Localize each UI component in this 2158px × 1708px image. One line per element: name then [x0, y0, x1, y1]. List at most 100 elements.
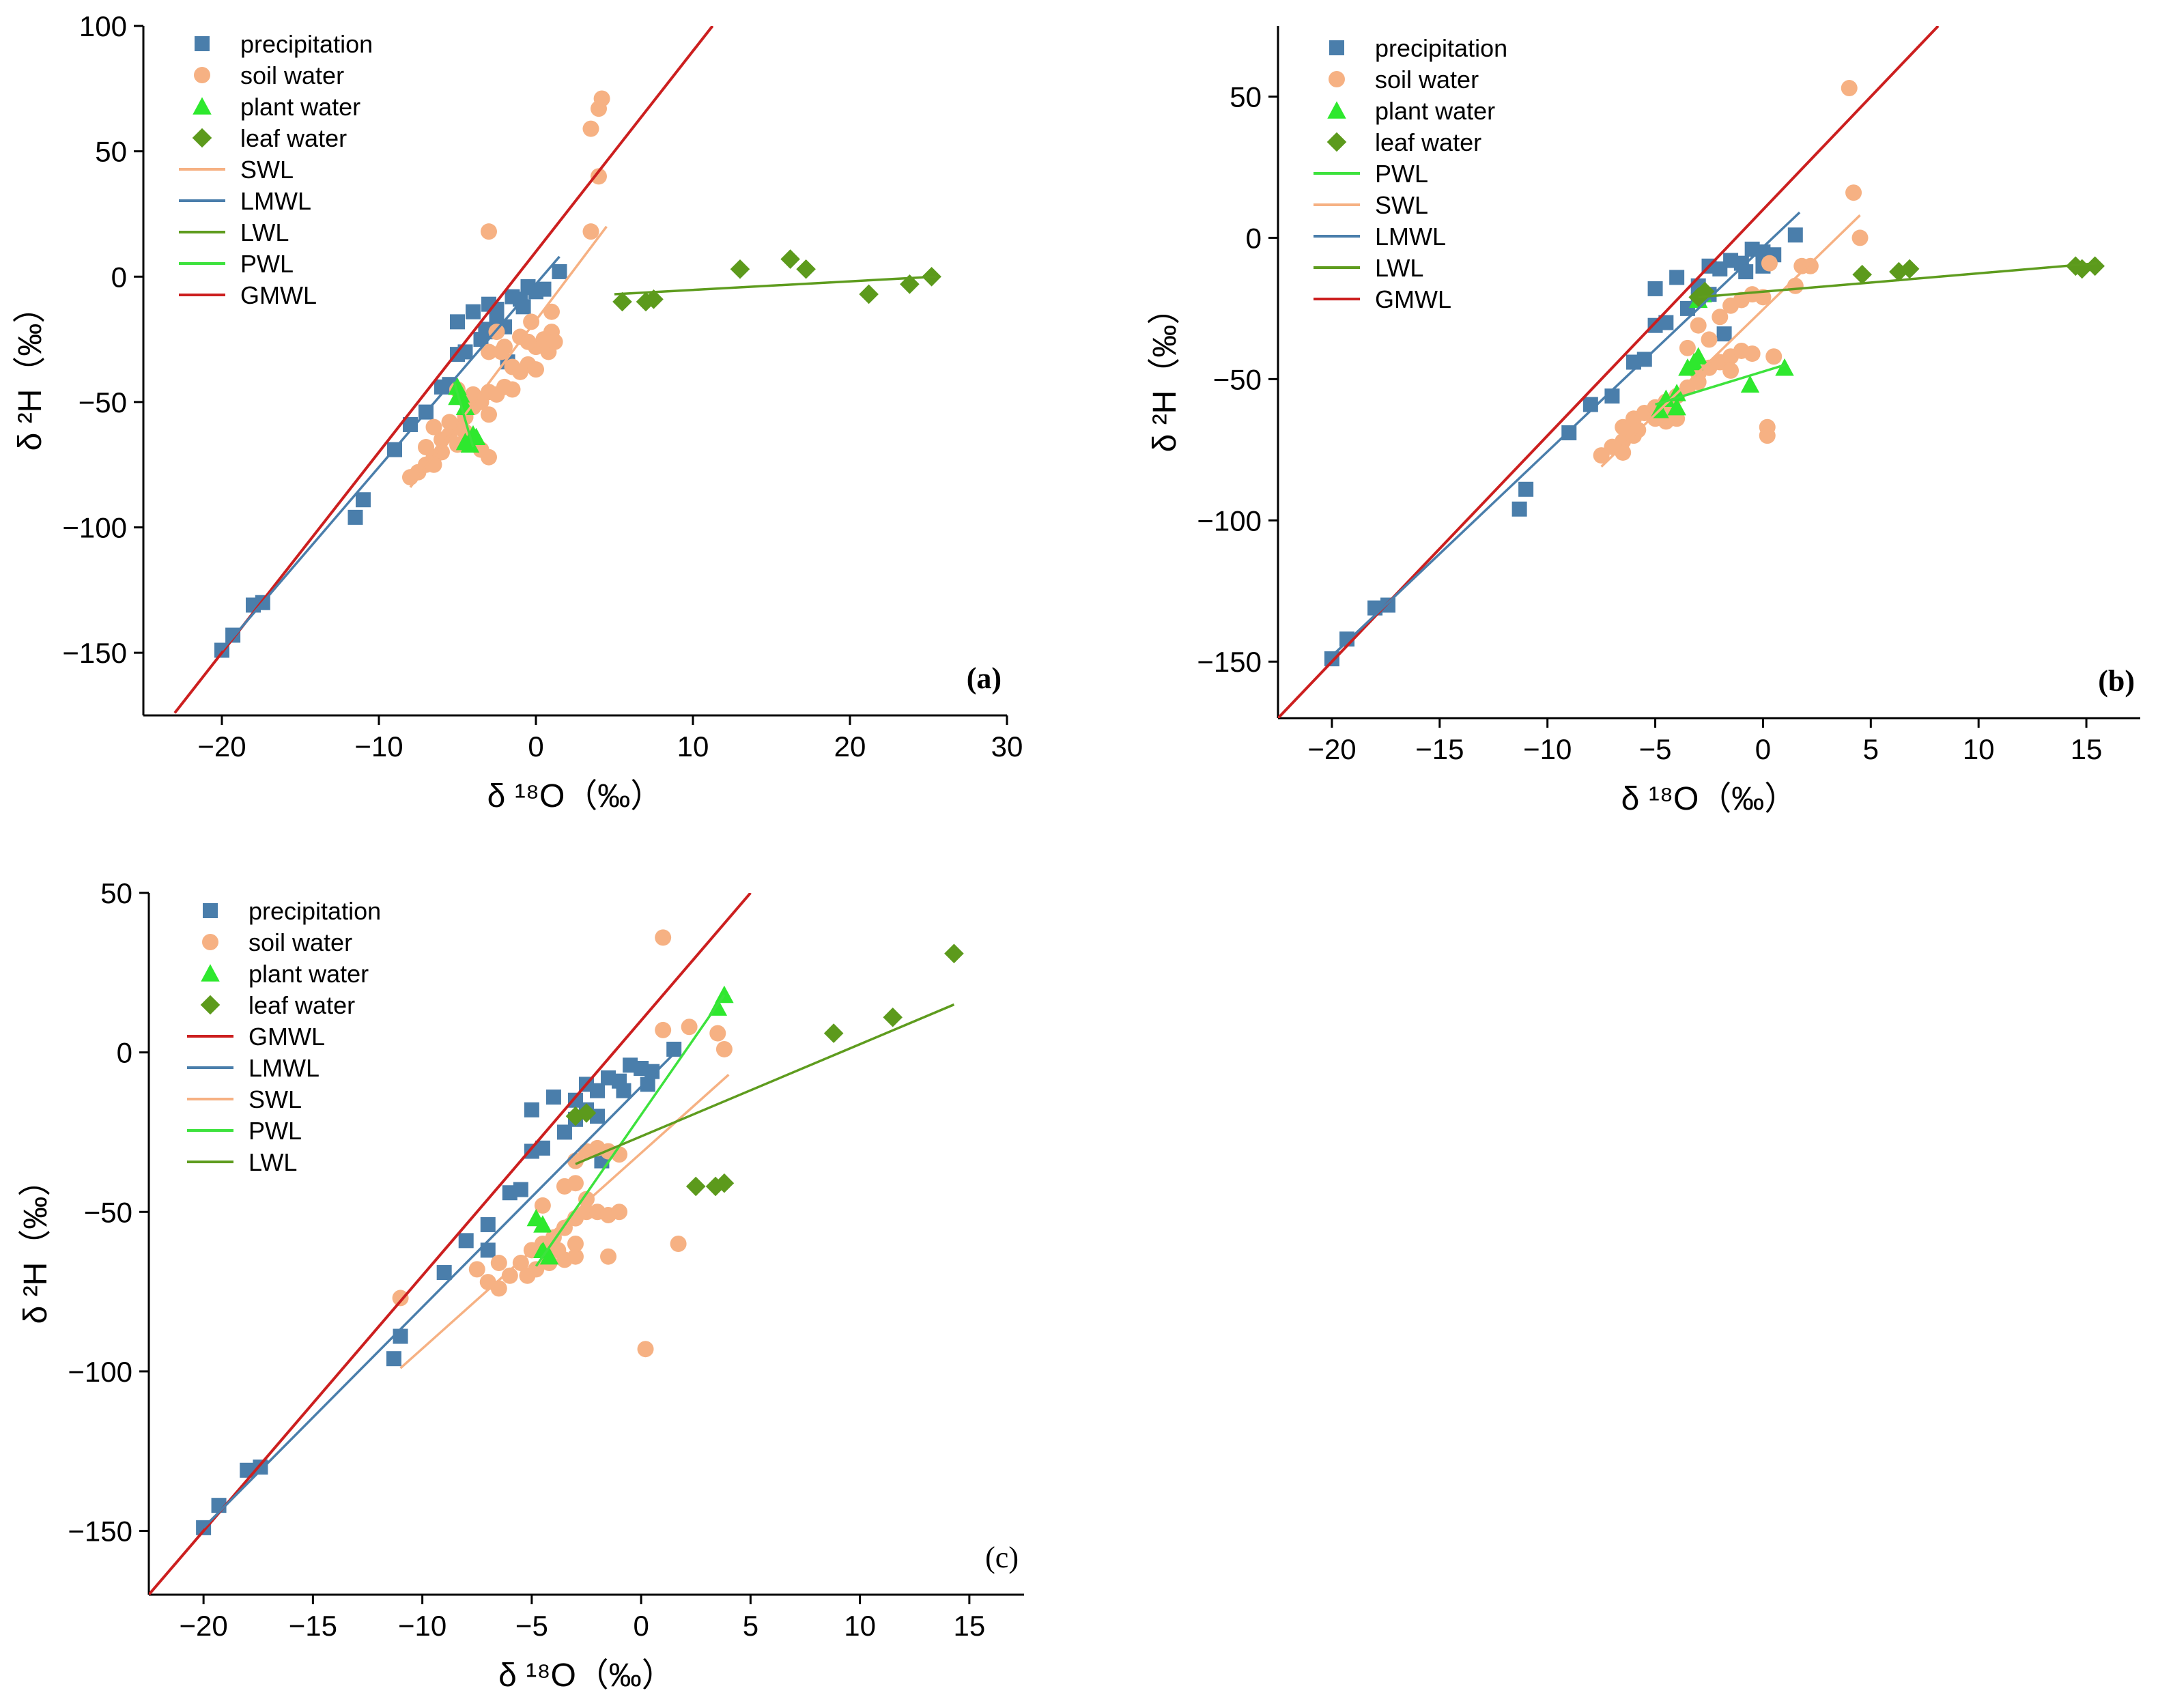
data-point-soil-water: [1802, 257, 1819, 274]
data-point-precipitation: [1658, 315, 1674, 330]
data-point-plant-water: [539, 1247, 559, 1265]
x-tick-label: −20: [180, 1610, 228, 1642]
data-point-precipitation: [1324, 651, 1339, 667]
line-LWL: [614, 275, 937, 296]
line-LWL: [1698, 261, 2097, 299]
series-precipitation: [196, 1041, 682, 1535]
data-point-soil-water: [441, 414, 458, 431]
data-point-soil-water: [418, 439, 434, 456]
data-point-soil-water: [520, 333, 537, 350]
x-tick-label: −5: [515, 1610, 548, 1642]
data-point-soil-water: [1765, 348, 1783, 365]
legend-label: soil water: [249, 928, 352, 956]
x-tick-label: 0: [1755, 733, 1771, 765]
data-point-precipitation: [666, 1041, 682, 1057]
y-tick-label: 0: [111, 261, 127, 293]
data-point-leaf-water: [823, 1023, 844, 1043]
y-tick-label: −100: [62, 512, 127, 544]
x-axis-label: δ ¹⁸O（‰）: [498, 1657, 675, 1694]
data-point-soil-water: [611, 1204, 628, 1221]
x-tick-label: 5: [743, 1610, 758, 1642]
data-point-precipitation: [466, 304, 481, 319]
y-tick-label: −50: [79, 386, 127, 418]
legend-label: LWL: [240, 218, 289, 246]
legend-marker-plant-water: [1327, 101, 1346, 119]
y-axis-label: δ ²H（‰）: [12, 291, 48, 451]
data-point-soil-water: [567, 1175, 584, 1192]
line-GMWL: [149, 893, 752, 1595]
legend-marker-soil-water: [1329, 71, 1345, 87]
plot-area: [149, 893, 964, 1595]
legend-label: GMWL: [240, 281, 317, 309]
panel-label: (a): [967, 661, 1002, 695]
data-point-soil-water: [543, 303, 560, 320]
data-point-soil-water: [1759, 427, 1776, 444]
line-GMWL: [173, 26, 714, 714]
y-tick-label: 100: [79, 10, 127, 42]
y-tick-label: 0: [1246, 222, 1262, 254]
data-point-soil-water: [490, 1280, 507, 1297]
legend: precipitation soil water plant water leaf w…: [179, 30, 373, 309]
line-LMWL: [1331, 211, 1801, 657]
data-point-precipitation: [616, 1083, 631, 1098]
plot-area: [1278, 26, 2105, 718]
data-point-soil-water: [1851, 229, 1869, 246]
legend-marker-precipitation: [195, 36, 210, 51]
line-LMWL: [202, 1048, 679, 1529]
legend-label: LMWL: [240, 187, 311, 215]
x-tick-label: −10: [354, 730, 403, 763]
series-soil-water: [1593, 80, 1869, 464]
line-SWL: [409, 225, 608, 488]
data-point-plant-water: [1775, 358, 1794, 376]
data-point-precipitation: [1669, 270, 1685, 285]
line-LWL: [575, 1003, 955, 1165]
legend-marker-soil-water: [194, 67, 210, 83]
data-point-soil-water: [512, 1255, 529, 1272]
x-tick-label: 15: [954, 1610, 986, 1642]
legend-label: soil water: [240, 61, 344, 89]
data-point-soil-water: [425, 418, 442, 436]
series-soil-water: [402, 90, 610, 486]
x-tick-label: 10: [1963, 733, 1995, 765]
data-point-soil-water: [591, 168, 607, 185]
y-tick-label: −150: [68, 1515, 132, 1548]
y-axis-label: δ ²H（‰）: [1147, 292, 1183, 453]
legend-marker-plant-water: [193, 97, 212, 115]
series-plant-water: [526, 985, 734, 1265]
data-point-soil-water: [493, 343, 510, 360]
data-point-soil-water: [528, 361, 544, 378]
x-tick-label: 10: [677, 730, 709, 763]
data-point-precipitation: [536, 281, 552, 297]
data-point-precipitation: [1380, 597, 1396, 613]
y-tick-label: −50: [84, 1196, 132, 1228]
legend-label: LWL: [249, 1148, 297, 1176]
data-point-leaf-water: [780, 249, 800, 269]
data-point-leaf-water: [796, 259, 816, 279]
data-point-soil-water: [1744, 345, 1761, 362]
legend-label: PWL: [1375, 160, 1428, 188]
data-point-precipitation: [347, 509, 363, 525]
data-point-soil-water: [1679, 339, 1696, 356]
legend-marker-soil-water: [202, 934, 218, 950]
x-tick-label: 20: [834, 730, 866, 763]
y-tick-label: 50: [1230, 81, 1262, 113]
data-point-precipitation: [450, 314, 465, 330]
line-PWL: [453, 382, 474, 448]
line-LMWL: [221, 255, 560, 651]
data-point-soil-water: [600, 1248, 617, 1265]
legend: precipitation soil water plant water leaf w…: [1314, 34, 1507, 313]
x-tick-label: 30: [991, 730, 1023, 763]
data-point-soil-water: [504, 381, 521, 398]
x-tick-label: −10: [1523, 733, 1572, 765]
x-tick-label: −5: [1639, 733, 1672, 765]
data-point-leaf-water: [883, 1007, 903, 1027]
x-tick-label: −10: [398, 1610, 446, 1642]
data-point-plant-water: [1740, 375, 1760, 393]
data-point-precipitation: [403, 416, 418, 432]
data-point-precipitation: [567, 1092, 583, 1108]
y-axis-label: δ ²H（‰）: [18, 1164, 54, 1324]
